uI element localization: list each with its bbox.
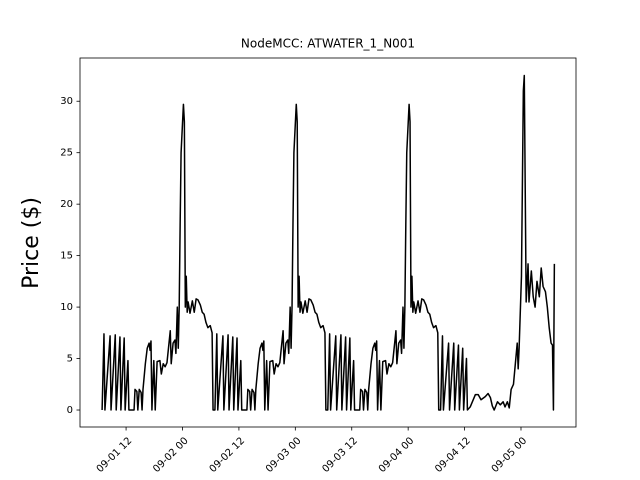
y-tick-label: 15 bbox=[60, 251, 73, 262]
plot-frame bbox=[79, 57, 577, 428]
x-tick-label: 09-03 00 bbox=[264, 435, 304, 475]
x-tick-label: 09-05 00 bbox=[490, 435, 530, 475]
price-line bbox=[101, 74, 556, 411]
y-axis-label: Price ($) bbox=[19, 197, 44, 289]
x-tick-label: 09-03 12 bbox=[320, 435, 360, 475]
y-tick-label: 20 bbox=[60, 199, 73, 210]
x-tick-label: 09-04 12 bbox=[433, 435, 473, 475]
x-tick-label: 09-02 12 bbox=[208, 435, 248, 475]
y-tick-label: 0 bbox=[67, 405, 73, 416]
x-tick-label: 09-02 00 bbox=[151, 435, 191, 475]
y-tick-label: 30 bbox=[60, 96, 73, 107]
y-tick-label: 10 bbox=[60, 302, 73, 313]
chart-title: NodeMCC: ATWATER_1_N001 bbox=[241, 37, 415, 51]
y-tick-label: 25 bbox=[60, 148, 73, 159]
y-tick-label: 5 bbox=[67, 354, 73, 365]
x-tick-label: 09-01 12 bbox=[95, 435, 135, 475]
x-tick-label: 09-04 00 bbox=[377, 435, 417, 475]
